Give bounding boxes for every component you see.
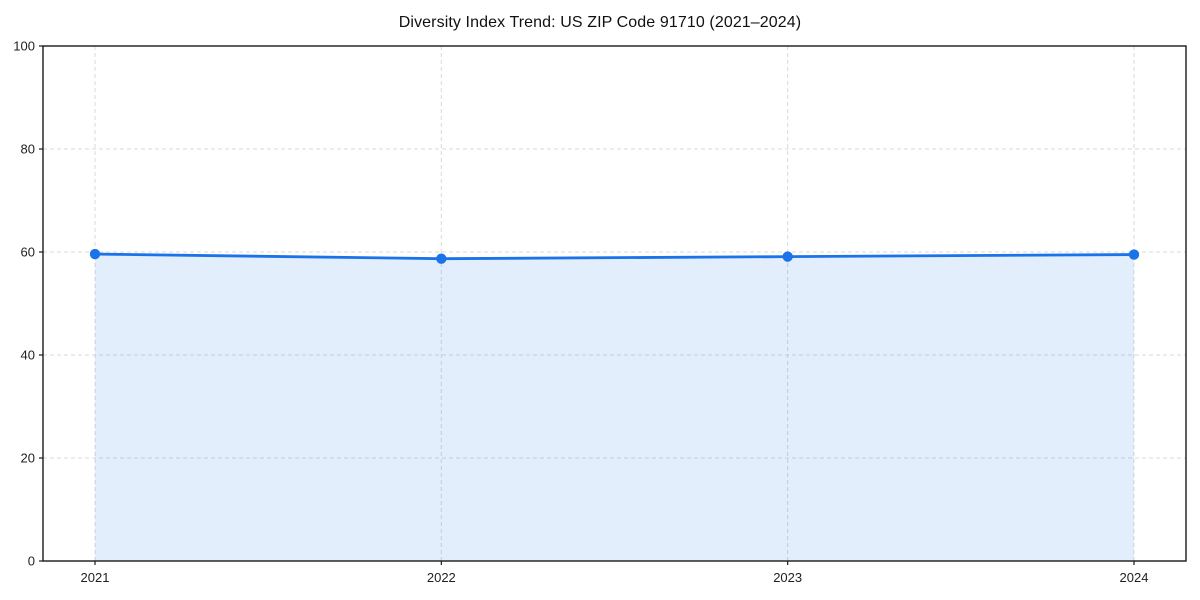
y-tick-label: 80 [21,142,35,157]
y-tick-label: 20 [21,451,35,466]
x-tick-label: 2024 [1120,570,1149,585]
data-point-2021 [89,248,101,260]
x-tick-label: 2022 [427,570,456,585]
data-point-2023 [782,251,793,262]
y-tick-label: 100 [13,39,35,54]
plot-border [42,45,1187,562]
chart-title: Diversity Index Trend: US ZIP Code 91710… [398,14,802,31]
area-fill [95,254,1134,561]
y-tick-label: 0 [28,554,35,569]
x-tick-label: 2023 [773,570,802,585]
data-point-2022 [436,253,447,264]
trend-line [93,252,1136,261]
y-tick-label: 40 [21,348,35,363]
y-tick-label: 60 [21,245,35,260]
data-point-2024 [1128,249,1140,260]
x-tick-label: 2021 [81,570,110,585]
